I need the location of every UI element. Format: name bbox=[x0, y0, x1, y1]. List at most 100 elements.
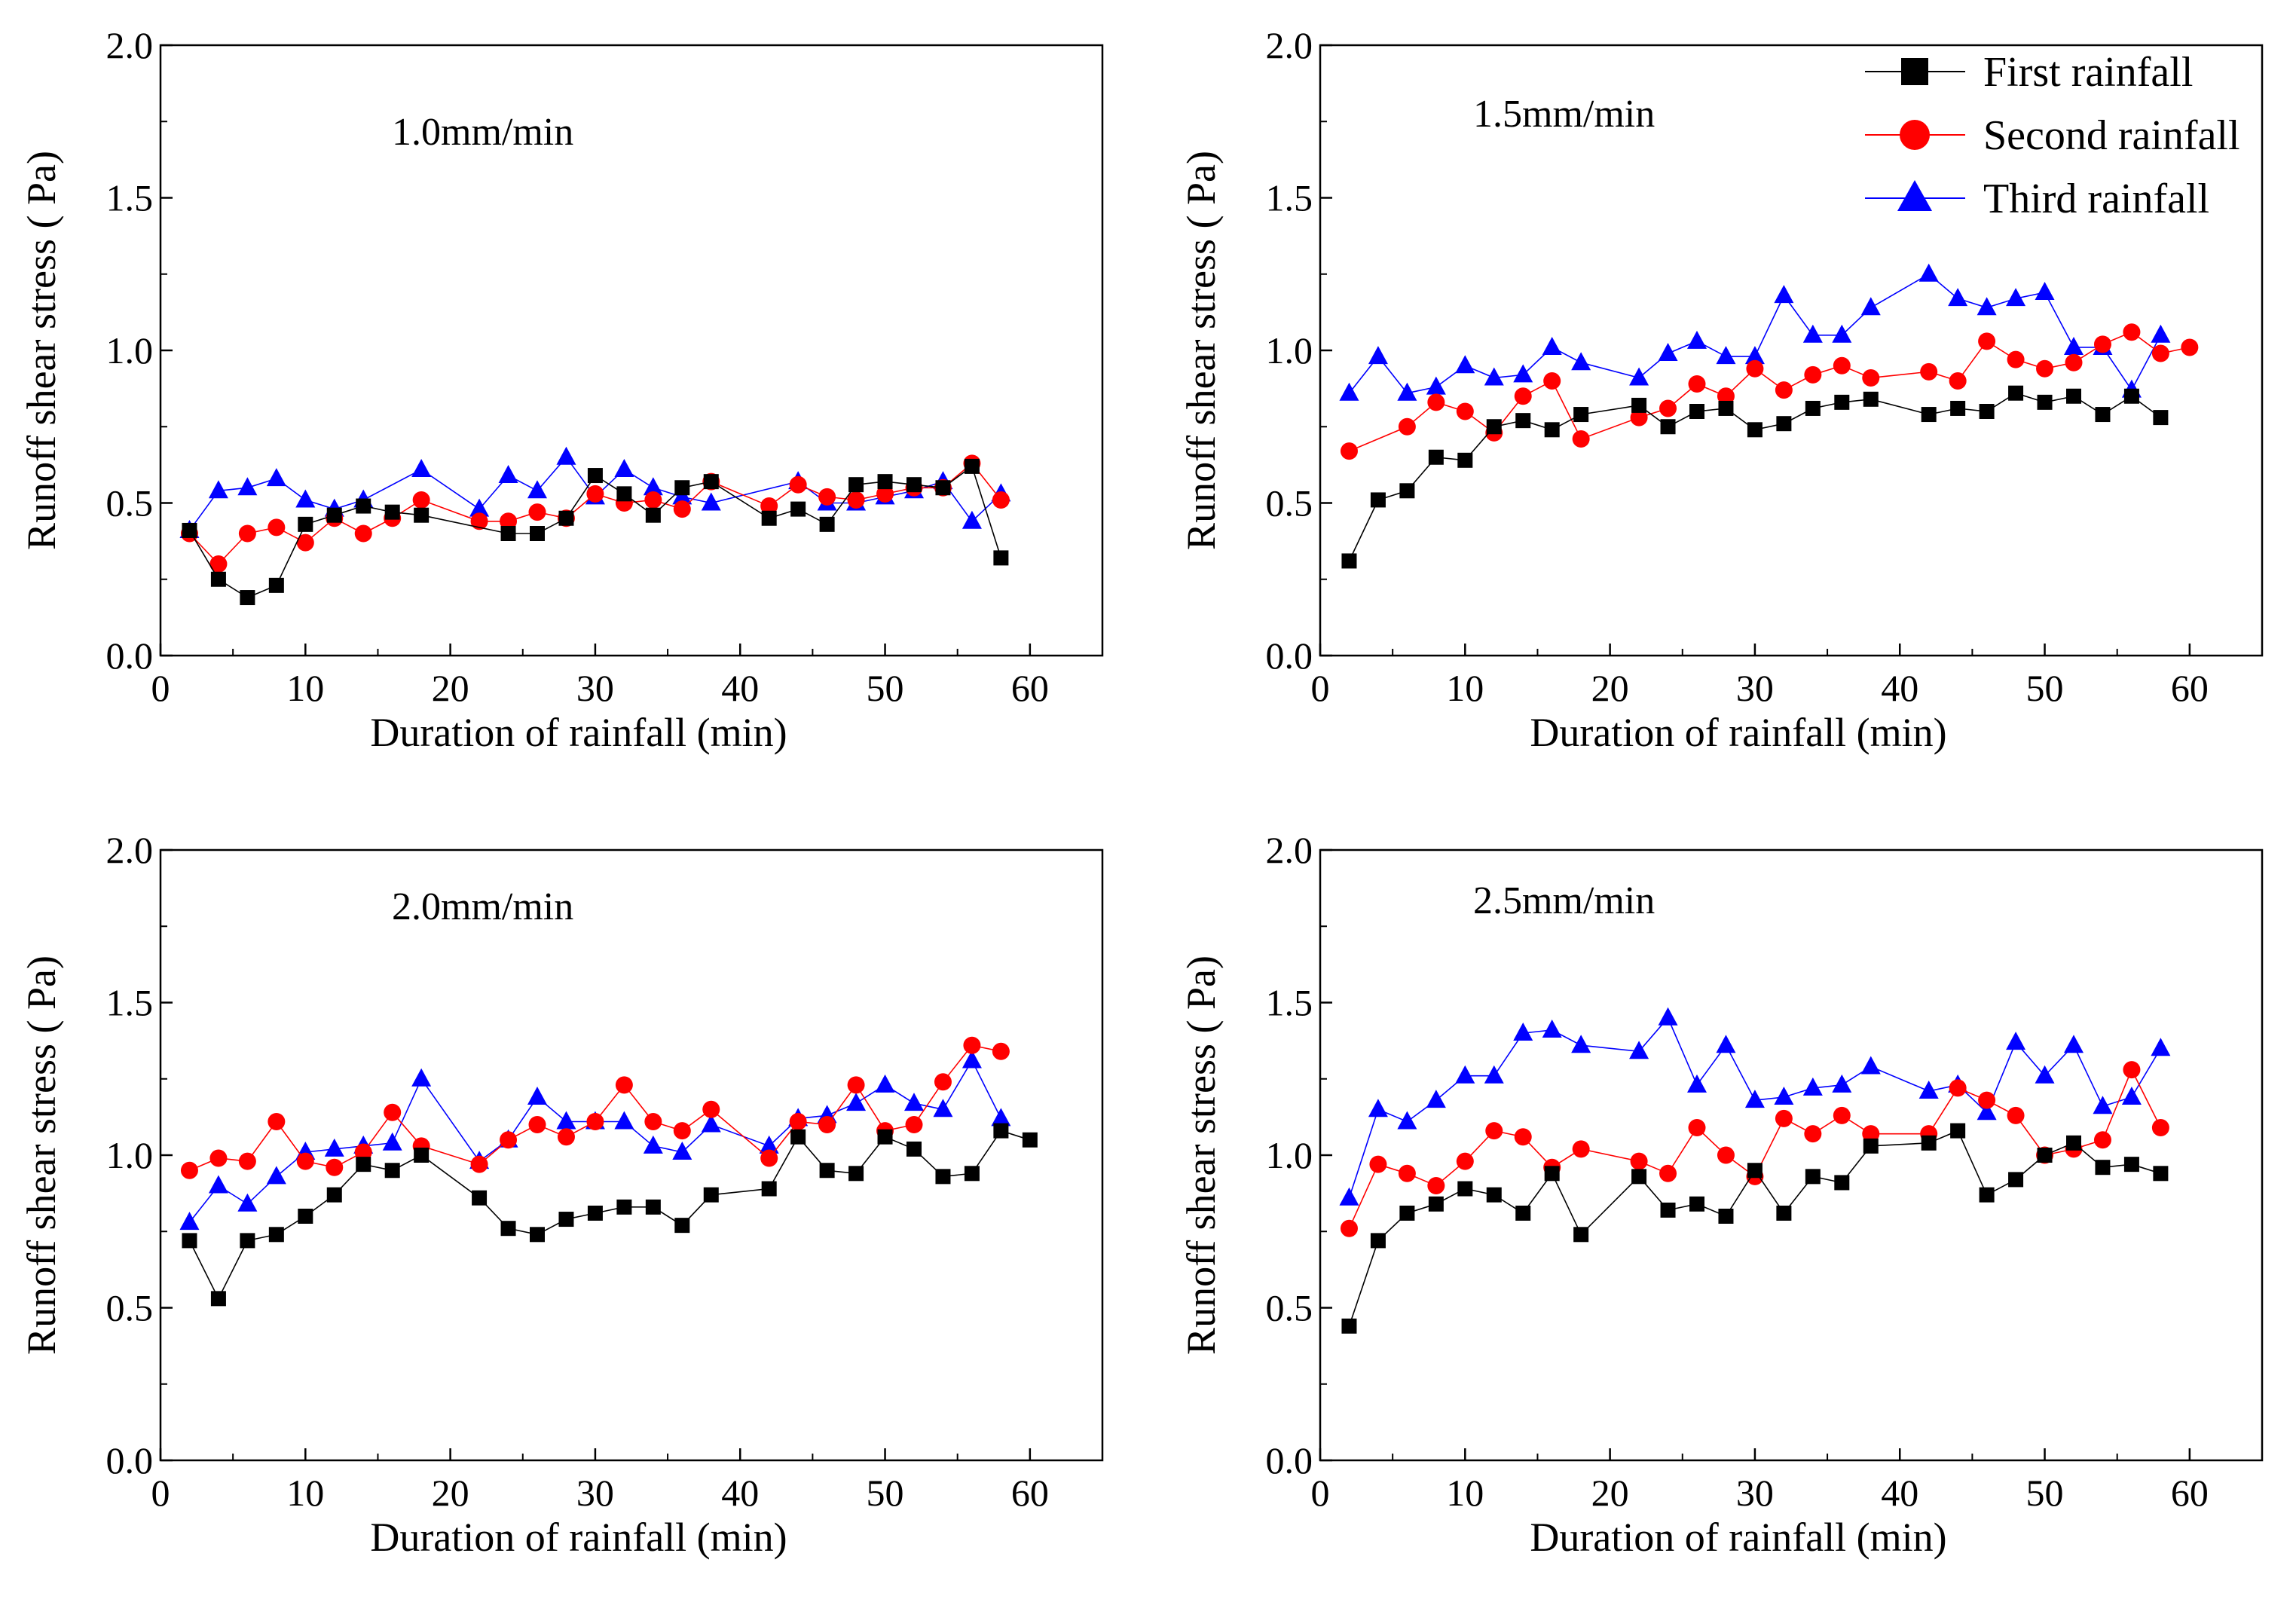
data-point bbox=[1542, 336, 1562, 355]
data-point bbox=[558, 510, 574, 526]
data-point bbox=[557, 1128, 575, 1146]
data-point bbox=[1804, 1125, 1822, 1143]
data-point bbox=[702, 1100, 720, 1118]
legend-label: Third rainfall bbox=[1983, 176, 2209, 222]
data-point bbox=[1427, 1177, 1445, 1194]
x-tick-label: 20 bbox=[432, 1472, 469, 1514]
data-point bbox=[935, 1169, 951, 1185]
data-point bbox=[645, 507, 661, 523]
data-point bbox=[992, 1042, 1010, 1060]
data-point bbox=[1744, 346, 1765, 365]
data-point bbox=[298, 1209, 313, 1224]
data-point bbox=[1573, 1227, 1589, 1243]
data-point bbox=[326, 507, 342, 523]
series-first-rainfall bbox=[1341, 385, 2169, 569]
data-point bbox=[182, 522, 197, 538]
data-point bbox=[1832, 1074, 1852, 1093]
y-tick-label: 2.0 bbox=[106, 829, 154, 871]
data-point bbox=[644, 491, 662, 509]
data-point bbox=[268, 518, 286, 537]
data-point bbox=[1659, 399, 1677, 417]
data-point bbox=[2006, 1032, 2026, 1050]
intensity-label: 1.5mm/min bbox=[1473, 93, 1655, 136]
data-point bbox=[1544, 1166, 1560, 1182]
data-point bbox=[1979, 404, 1995, 419]
data-point bbox=[1979, 1187, 1995, 1203]
chart-panel-3: 0 10 20 30 40 50 60 0.0 0.5 1.0 1.5 2.0 Duration of … bbox=[19, 829, 1104, 1560]
x-tick-label: 30 bbox=[1736, 1472, 1774, 1514]
x-axis-label: Duration of rainfall (min) bbox=[370, 710, 787, 755]
data-point bbox=[1774, 285, 1794, 304]
data-point bbox=[2066, 388, 2081, 404]
data-point bbox=[209, 555, 228, 573]
data-point bbox=[1950, 400, 1966, 416]
data-point bbox=[2065, 353, 2083, 371]
x-tick-label: 10 bbox=[1446, 1472, 1484, 1514]
data-point bbox=[556, 446, 576, 465]
data-point bbox=[356, 1157, 371, 1172]
data-point bbox=[1571, 1035, 1591, 1053]
data-point bbox=[1689, 404, 1704, 419]
y-tick-label: 1.5 bbox=[1266, 982, 1313, 1024]
data-point bbox=[1543, 372, 1561, 390]
chart-panels: 0 10 20 30 40 50 60 0.0 0.5 1.0 1.5 2.0 Duration of … bbox=[19, 24, 2264, 1560]
y-tick-label: 1.5 bbox=[106, 982, 154, 1024]
data-point bbox=[384, 1163, 400, 1179]
data-point bbox=[2008, 1172, 2024, 1188]
data-point bbox=[1775, 1109, 1793, 1127]
data-point bbox=[819, 1163, 835, 1179]
data-point bbox=[1950, 1123, 1966, 1139]
data-point bbox=[1369, 1155, 1387, 1173]
x-tick-label: 10 bbox=[1446, 667, 1484, 709]
y-tick-label: 1.5 bbox=[106, 177, 154, 219]
y-tick-label: 0.5 bbox=[106, 482, 154, 524]
data-point bbox=[1687, 330, 1707, 349]
data-point bbox=[500, 1131, 518, 1149]
data-point bbox=[2181, 338, 2199, 356]
data-point bbox=[1860, 1056, 1881, 1075]
data-point bbox=[587, 468, 603, 484]
data-point bbox=[1977, 1102, 1997, 1121]
data-point bbox=[2007, 350, 2025, 368]
data-point bbox=[1571, 352, 1591, 371]
data-point bbox=[556, 1111, 576, 1130]
data-point bbox=[1368, 1099, 1388, 1117]
data-point bbox=[1428, 449, 1444, 465]
data-point bbox=[2093, 335, 2111, 353]
data-point bbox=[672, 1141, 692, 1160]
data-point bbox=[1949, 1079, 1967, 1097]
data-point bbox=[1484, 367, 1504, 386]
data-point bbox=[356, 498, 371, 514]
data-point bbox=[500, 512, 518, 530]
data-point bbox=[2064, 1035, 2084, 1053]
x-tick-label: 60 bbox=[1011, 1472, 1049, 1514]
data-point bbox=[268, 577, 284, 593]
data-point bbox=[354, 1143, 372, 1161]
data-point bbox=[1486, 1187, 1502, 1203]
data-point bbox=[414, 507, 430, 523]
data-point bbox=[818, 488, 836, 506]
data-point bbox=[295, 489, 316, 508]
y-tick-label: 1.5 bbox=[1266, 177, 1313, 219]
data-point bbox=[1920, 362, 1938, 381]
data-point bbox=[2095, 1160, 2111, 1176]
x-tick-label: 40 bbox=[1881, 1472, 1918, 1514]
data-point bbox=[414, 1148, 430, 1163]
data-point bbox=[672, 486, 692, 505]
data-point bbox=[1805, 1169, 1821, 1185]
data-point bbox=[616, 1199, 632, 1215]
data-point bbox=[1514, 387, 1532, 405]
legend-item-first: First rainfall bbox=[1865, 49, 2193, 96]
x-tick-label: 50 bbox=[867, 1472, 904, 1514]
data-point bbox=[1918, 263, 1939, 282]
y-tick-label: 0.0 bbox=[106, 1439, 154, 1481]
x-tick-label: 60 bbox=[1011, 667, 1049, 709]
data-point bbox=[875, 1074, 895, 1093]
legend: First rainfall Second rainfall Third rainf… bbox=[1865, 49, 2240, 222]
series-first-rainfall bbox=[182, 1123, 1038, 1307]
chart-panel-2: 0 10 20 30 40 50 60 0.0 0.5 1.0 1.5 2.0 Duration of … bbox=[1179, 24, 2264, 755]
data-point bbox=[1427, 393, 1445, 411]
data-point bbox=[2151, 1038, 2171, 1056]
data-point bbox=[934, 1073, 952, 1091]
x-axis-label: Duration of rainfall (min) bbox=[1530, 710, 1946, 755]
